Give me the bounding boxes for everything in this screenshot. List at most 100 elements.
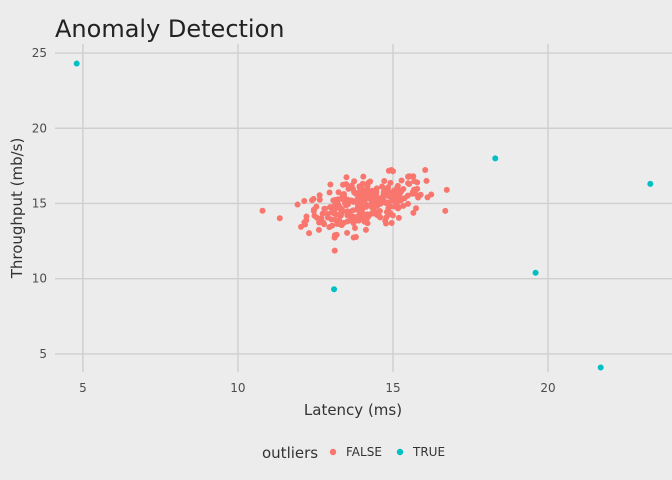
- normal-point: [276, 215, 283, 222]
- normal-point: [316, 192, 323, 199]
- y-tick-label: 20: [32, 121, 47, 135]
- legend-label-true: TRUE: [412, 445, 445, 459]
- normal-point: [350, 234, 357, 241]
- normal-point: [364, 214, 371, 221]
- outlier-point: [331, 286, 338, 293]
- normal-point: [364, 183, 371, 190]
- normal-point: [398, 188, 405, 195]
- normal-point: [379, 183, 386, 190]
- normal-point: [335, 189, 342, 196]
- normal-point: [409, 188, 416, 195]
- normal-point: [344, 196, 351, 203]
- normal-point: [380, 190, 387, 197]
- normal-point: [442, 207, 449, 214]
- normal-point: [340, 191, 347, 198]
- normal-point: [354, 196, 361, 203]
- normal-point: [343, 202, 350, 209]
- normal-point: [348, 215, 355, 222]
- normal-point: [385, 205, 392, 212]
- normal-point: [415, 194, 422, 201]
- normal-point: [398, 177, 405, 184]
- normal-point: [331, 207, 338, 214]
- normal-point: [357, 215, 364, 222]
- legend-marker-true: [396, 448, 404, 456]
- normal-point: [376, 213, 383, 220]
- normal-point: [414, 179, 421, 186]
- normal-point: [336, 217, 343, 224]
- normal-point: [405, 173, 412, 180]
- normal-point: [360, 173, 367, 180]
- normal-point: [423, 177, 430, 184]
- y-tick-label: 5: [39, 347, 47, 361]
- normal-point: [389, 189, 396, 196]
- normal-point: [410, 209, 417, 216]
- x-axis-ticks: 5 10 15 20: [79, 381, 556, 395]
- normal-point: [368, 204, 375, 211]
- normal-point: [405, 180, 412, 187]
- chart-title: Anomaly Detection: [55, 15, 285, 43]
- normal-point: [381, 178, 388, 185]
- normal-point: [348, 182, 355, 189]
- outlier-point: [647, 180, 654, 187]
- normal-point: [327, 181, 334, 188]
- x-axis-label: Latency (ms): [304, 401, 402, 419]
- outlier-point: [492, 155, 499, 162]
- normal-point: [340, 219, 347, 226]
- normal-point: [331, 247, 338, 254]
- normal-point: [343, 181, 350, 188]
- normal-point: [294, 201, 301, 208]
- normal-point: [413, 205, 420, 212]
- legend: outliers FALSE TRUE: [262, 444, 445, 462]
- normal-point: [349, 207, 356, 214]
- normal-point: [401, 195, 408, 202]
- normal-point: [326, 189, 333, 196]
- x-tick-label: 20: [540, 381, 555, 395]
- normal-point: [388, 219, 395, 226]
- normal-point: [351, 225, 358, 232]
- normal-point: [350, 219, 357, 226]
- normal-point: [404, 200, 411, 207]
- normal-point: [372, 188, 379, 195]
- normal-point: [422, 167, 429, 174]
- normal-point: [333, 231, 340, 238]
- normal-point: [389, 212, 396, 219]
- normal-point: [356, 184, 363, 191]
- normal-point: [311, 212, 318, 219]
- normal-point: [366, 187, 373, 194]
- outlier-point: [532, 269, 539, 276]
- normal-point: [384, 187, 391, 194]
- normal-point: [371, 210, 378, 217]
- outlier-point: [73, 60, 80, 67]
- normal-point: [389, 168, 396, 175]
- normal-point: [344, 229, 351, 236]
- legend-label-false: FALSE: [346, 445, 382, 459]
- normal-point: [310, 195, 317, 202]
- y-tick-label: 15: [32, 196, 47, 210]
- normal-point: [367, 178, 374, 185]
- normal-point: [316, 196, 323, 203]
- normal-point: [315, 226, 322, 233]
- normal-point: [382, 199, 389, 206]
- normal-point: [395, 204, 402, 211]
- legend-title: outliers: [262, 444, 318, 462]
- x-tick-label: 15: [385, 381, 400, 395]
- normal-point: [306, 230, 313, 237]
- y-tick-label: 10: [32, 272, 47, 286]
- normal-point: [443, 186, 450, 193]
- normal-point: [338, 210, 345, 217]
- normal-point: [359, 199, 366, 206]
- legend-marker-false: [329, 448, 337, 456]
- y-tick-label: 25: [32, 46, 47, 60]
- x-tick-label: 10: [230, 381, 245, 395]
- normal-point: [375, 196, 382, 203]
- normal-point: [391, 196, 398, 203]
- y-axis-ticks: 5 10 15 20 25: [32, 46, 47, 361]
- normal-point: [354, 190, 361, 197]
- normal-point: [339, 195, 346, 202]
- normal-point: [318, 215, 325, 222]
- normal-point: [364, 220, 371, 227]
- normal-point: [303, 217, 310, 224]
- normal-point: [259, 207, 266, 214]
- normal-point: [364, 194, 371, 201]
- normal-point: [387, 179, 394, 186]
